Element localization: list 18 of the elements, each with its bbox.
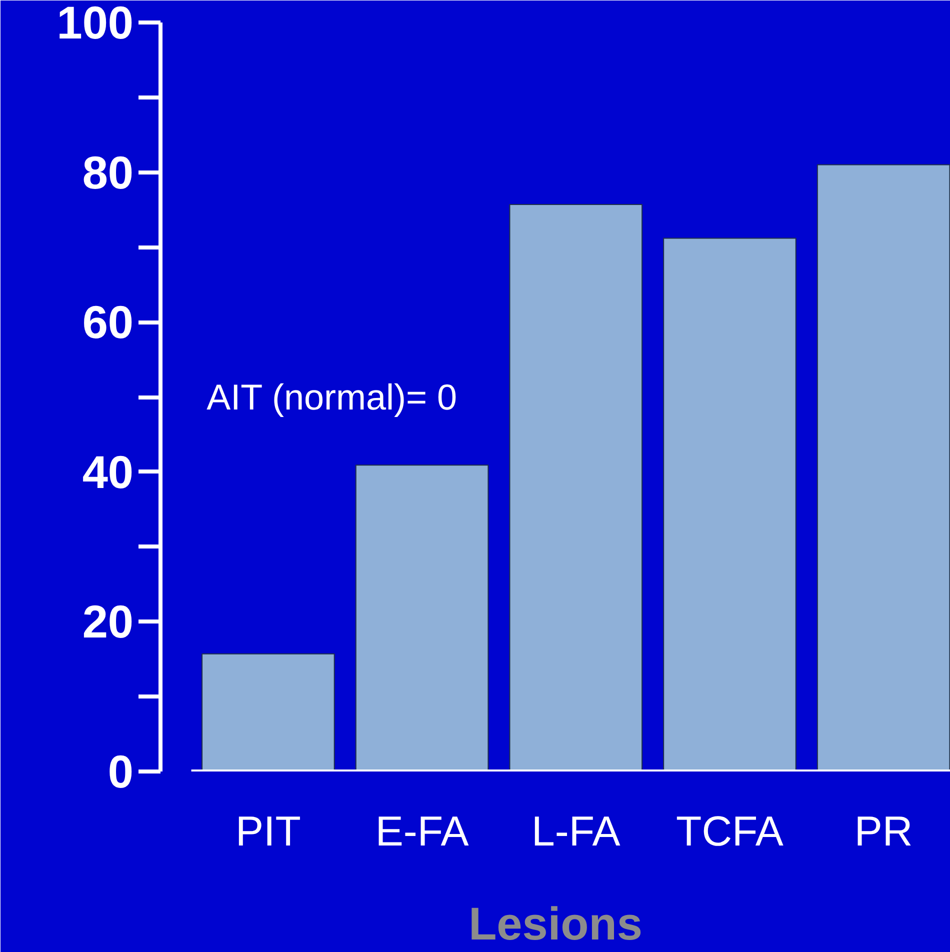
x-tick-label: L-FA [532,808,620,854]
y-tick-label: 20 [82,596,134,648]
bar [509,204,643,772]
y-tick-label: 0 [108,746,134,798]
bar [355,464,489,772]
x-axis-title: Lesions [468,898,642,950]
x-tick-label: TCFA [676,808,784,854]
y-tick-label: 60 [82,296,134,348]
bar [816,164,950,772]
x-tick-label: E-FA [375,808,469,854]
annotation: AIT (normal)= 0 [206,376,458,418]
bar [663,238,796,772]
y-tick-label: 100 [56,0,134,48]
bar [202,653,335,772]
y-tick-label: 80 [82,146,134,198]
x-tick-label: PIT [236,808,301,854]
x-tick-label: PR [854,808,913,854]
y-tick-label: 40 [82,446,134,498]
